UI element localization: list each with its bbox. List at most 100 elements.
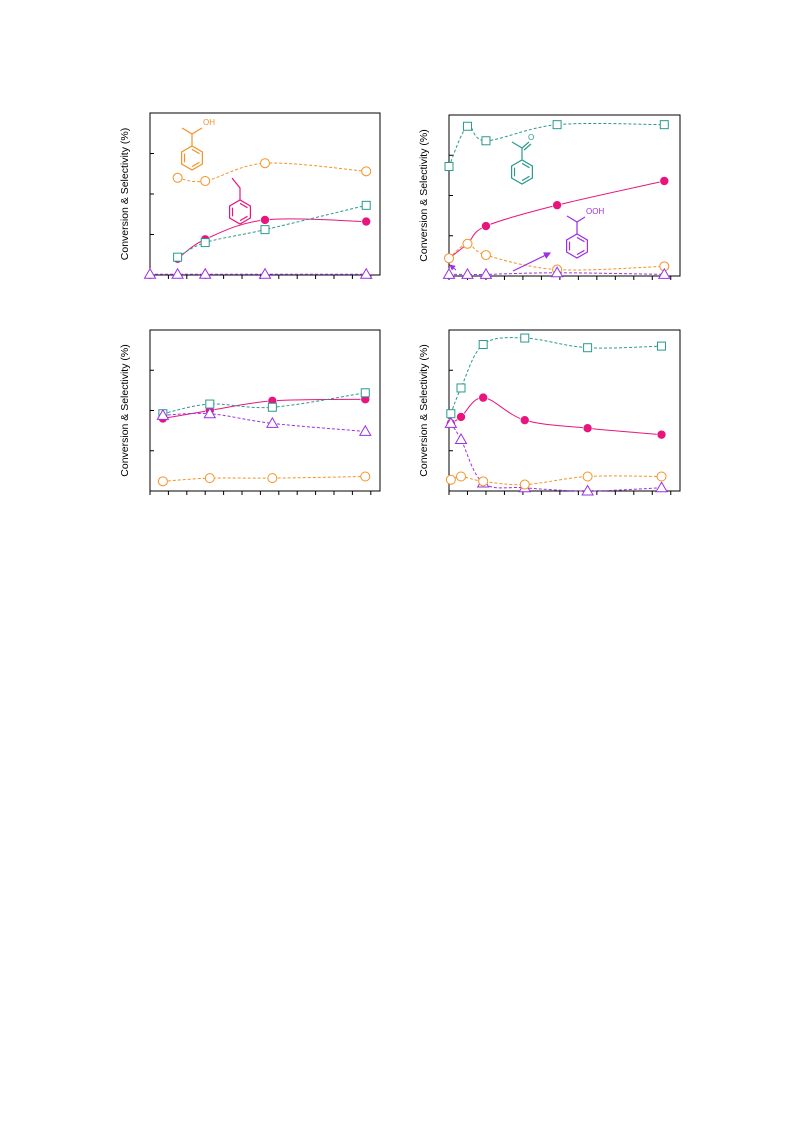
- plot-frame: [448, 329, 681, 492]
- marker: [479, 267, 493, 279]
- series-line: [162, 398, 366, 420]
- double-bond: [191, 148, 200, 155]
- arrow: [449, 264, 457, 271]
- marker: [582, 423, 593, 434]
- bond: [231, 177, 241, 200]
- series-line: [177, 218, 367, 260]
- marker: [550, 266, 564, 278]
- marker: [583, 343, 593, 353]
- marker: [358, 424, 372, 436]
- plot-frame: [149, 329, 381, 492]
- double-bond: [576, 249, 585, 256]
- double-bond: [239, 215, 248, 222]
- marker: [520, 333, 530, 343]
- marker: [205, 399, 215, 409]
- marker: [655, 481, 668, 493]
- series-line: [450, 397, 662, 436]
- marker: [361, 166, 372, 177]
- marker: [519, 415, 530, 425]
- marker: [360, 388, 370, 398]
- marker: [267, 473, 278, 484]
- y-axis-label: Conversion & Selectivity (%): [119, 344, 131, 476]
- y-axis-label: Conversion & Selectivity (%): [119, 128, 131, 260]
- double-bond: [576, 236, 585, 243]
- benzene-ring: [181, 145, 203, 171]
- bond: [523, 143, 532, 151]
- marker: [267, 402, 277, 412]
- marker: [442, 267, 456, 279]
- marker: [659, 120, 669, 130]
- marker: [657, 267, 671, 279]
- marker: [260, 225, 270, 235]
- marker: [552, 120, 562, 130]
- marker: [456, 383, 466, 393]
- marker: [260, 158, 270, 169]
- marker: [143, 267, 157, 279]
- double-bond: [191, 161, 200, 168]
- series-line: [450, 475, 662, 486]
- marker: [656, 471, 667, 482]
- marker: [446, 409, 456, 419]
- y-axis-label: Conversion & Selectivity (%): [418, 129, 430, 261]
- series-line: [448, 180, 665, 259]
- marker: [478, 339, 488, 349]
- series-line: [177, 204, 367, 258]
- double-bond: [521, 162, 530, 169]
- structure-label: O: [528, 133, 534, 142]
- marker: [258, 267, 272, 279]
- marker: [444, 416, 458, 428]
- marker: [478, 392, 488, 403]
- benzene-ring: [511, 159, 533, 185]
- series-line: [448, 272, 665, 276]
- marker: [444, 162, 454, 172]
- series-line: [177, 162, 367, 183]
- bond: [576, 216, 586, 223]
- structure-label: OOH: [586, 207, 604, 216]
- marker: [478, 476, 489, 487]
- bond: [181, 127, 193, 146]
- marker: [156, 408, 170, 420]
- plot-frame: [149, 112, 381, 276]
- marker: [173, 252, 183, 262]
- marker: [198, 267, 212, 279]
- marker: [481, 136, 491, 146]
- marker: [204, 473, 215, 484]
- marker: [656, 429, 667, 440]
- series-line: [162, 476, 366, 482]
- bond: [511, 141, 523, 160]
- marker: [200, 176, 211, 187]
- marker: [456, 471, 467, 482]
- marker: [260, 215, 270, 225]
- marker: [659, 176, 670, 186]
- y-axis-label: Conversion & Selectivity (%): [418, 344, 430, 476]
- marker: [461, 267, 474, 279]
- marker: [265, 416, 279, 428]
- series-line: [162, 392, 366, 415]
- marker: [360, 471, 371, 482]
- benzene-ring: [229, 199, 251, 225]
- marker: [581, 484, 594, 496]
- double-bond: [521, 175, 530, 182]
- bond: [521, 141, 530, 149]
- series-line: [448, 122, 665, 167]
- marker: [200, 238, 210, 248]
- marker: [157, 476, 168, 487]
- bond: [191, 127, 203, 135]
- marker: [462, 238, 473, 249]
- bond: [566, 215, 578, 234]
- marker: [519, 479, 530, 490]
- marker: [203, 407, 217, 419]
- marker: [454, 432, 468, 444]
- marker: [657, 341, 667, 351]
- series-line: [162, 412, 366, 432]
- marker: [481, 221, 491, 231]
- marker: [359, 267, 373, 279]
- benzene-ring: [566, 233, 588, 259]
- marker: [171, 267, 184, 279]
- arrow: [512, 252, 552, 272]
- marker: [582, 471, 593, 482]
- structure-label: OH: [203, 118, 215, 127]
- series-line: [448, 243, 665, 271]
- marker: [456, 412, 466, 422]
